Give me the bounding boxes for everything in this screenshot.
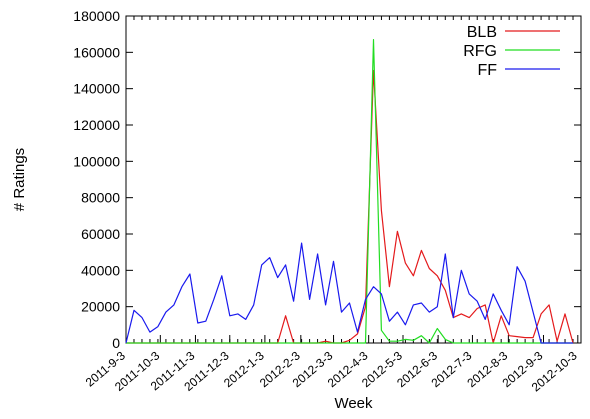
x-axis-label: Week [334,395,373,412]
y-tick-label: 80000 [81,190,120,206]
legend-label-ff: FF [477,62,497,79]
y-axis-label: # Ratings [11,148,28,211]
series-line-ff [125,242,573,344]
y-tick-label: 100000 [73,153,120,169]
legend-label-rfg: RFG [463,43,497,60]
y-tick-label: 20000 [81,299,120,315]
y-tick-label: 60000 [81,226,120,242]
series-line-blb [126,69,574,344]
legend-label-blb: BLB [467,24,497,41]
plot-frame [125,15,582,344]
y-tick-label: 120000 [73,117,120,133]
y-tick-label: 0 [112,335,120,351]
y-tick-label: 40000 [81,262,120,278]
y-tick-label: 180000 [73,8,120,24]
series-line-rfg [126,38,573,344]
y-tick-label: 160000 [73,44,120,60]
y-tick-label: 140000 [73,81,120,97]
